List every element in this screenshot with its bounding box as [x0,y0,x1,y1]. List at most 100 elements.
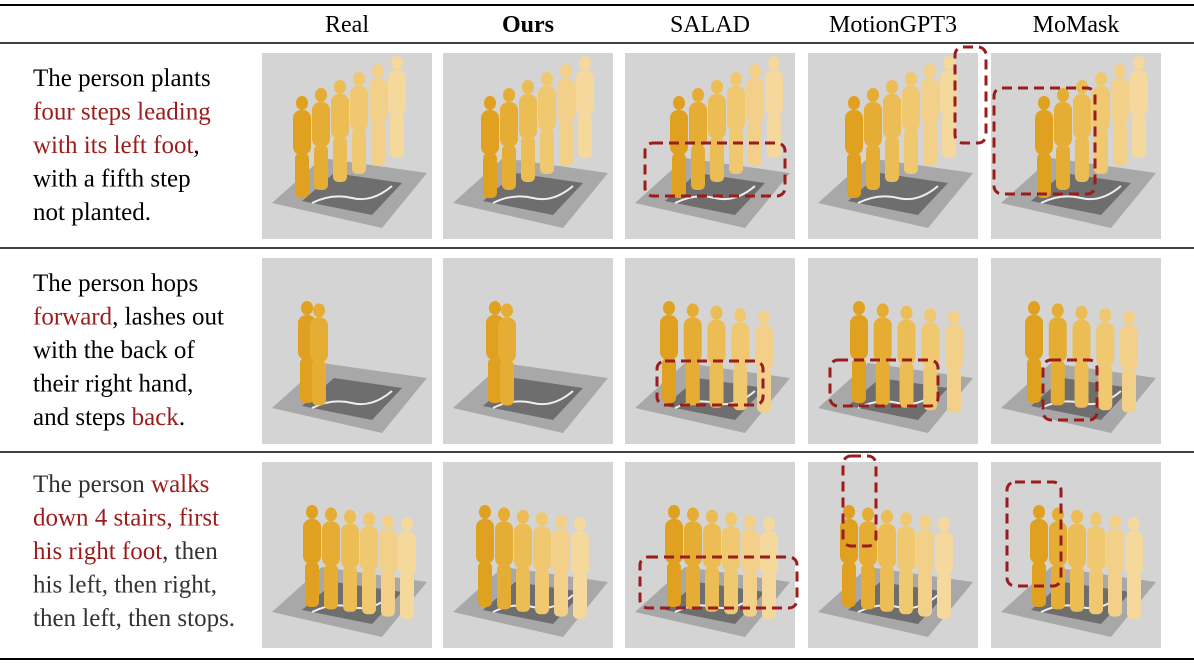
figure-legs [1098,365,1113,411]
caption-text: , lashes out [112,304,224,331]
figure-head [938,517,950,531]
figure-head [382,514,394,529]
figure-body [765,70,783,115]
figure-body [322,521,340,567]
caption-text: with the back of [33,337,195,364]
figure-legs [535,569,549,615]
figure-body [850,315,868,360]
figure-legs [521,137,535,182]
figure-body [498,317,516,363]
figure-legs [497,564,511,610]
figure-body [660,315,678,360]
motion-render [443,462,613,648]
motion-render [262,53,432,239]
caption-highlight: his right foot [33,538,162,565]
figure-head [706,509,718,524]
figure-body [1130,70,1148,115]
figure-body [312,102,330,147]
figure-head [768,56,780,70]
figure-legs [500,360,514,406]
column-header: MotionGPT3 [829,12,957,38]
figure-legs [333,137,347,182]
figure-head [555,514,567,529]
figure-legs [343,566,357,612]
figure-head [501,303,513,318]
figure-body [722,526,740,572]
motion-render [808,53,978,239]
figure-head [886,80,898,94]
figure-body [897,526,915,572]
figure-body [519,94,537,139]
figure-body [576,70,594,115]
figure-head [876,303,889,318]
figure-head [489,301,501,315]
figure-body [350,86,368,131]
figure-head [1114,64,1126,78]
figure-legs [324,564,338,610]
figure-body [379,528,397,574]
figure-body [746,78,764,123]
figure-body [883,94,901,139]
figure-body [741,528,759,574]
figure-body [1125,531,1143,576]
figure-body [845,110,863,155]
highlight-box [643,141,787,198]
figure-body [921,322,940,368]
figure-legs [1108,571,1122,617]
figure-legs [767,113,781,158]
caption-text: The person hops [33,270,198,297]
motion-render [991,53,1161,239]
highlight-box [655,359,765,407]
figure-legs [1089,569,1103,615]
figure-head [758,310,770,325]
figure-legs [1050,360,1065,406]
figure-head [517,509,529,524]
figure-legs [923,121,937,166]
figure-legs [502,145,516,190]
figure-head [843,505,855,519]
figure-head [730,72,742,86]
figure-body [1025,315,1043,360]
figure-head [725,512,737,527]
figure-head [1057,88,1069,102]
figure-body [476,519,494,564]
figure-head [353,72,365,86]
caption-line: their right hand, [33,371,193,398]
figure-legs [757,367,771,413]
motion-render [443,258,613,444]
trajectory [1040,185,1122,204]
figure-head [881,509,893,524]
figure-head [334,80,346,94]
motion-render [991,462,1161,648]
figure-body [708,94,726,139]
figure-head [579,56,591,70]
figure-head [1028,301,1040,315]
figure-body [1092,86,1110,131]
figure-body [755,324,773,370]
floor-inner [302,378,402,420]
figure-head [862,507,874,522]
figure-body [945,324,963,370]
figure-legs [1074,362,1089,408]
figure-body [935,531,953,576]
highlight-box [992,86,1097,196]
motion-render [625,258,795,444]
figure-head [296,96,308,110]
caption-text: The person plants [33,65,211,92]
figure-legs [1113,121,1127,166]
figure-legs [1122,367,1136,413]
figure-body [684,521,702,567]
figure-body [552,528,570,574]
caption-text: The person [33,471,151,498]
figure-body [902,86,920,131]
figure-body [897,319,916,365]
figure-legs [724,569,738,615]
figure-legs [762,574,776,619]
figure-legs [904,129,918,174]
figure-head [503,88,515,102]
figure-body [303,519,321,564]
figure-head [1038,96,1050,110]
figure-body [873,317,892,363]
figure-head [687,507,699,522]
